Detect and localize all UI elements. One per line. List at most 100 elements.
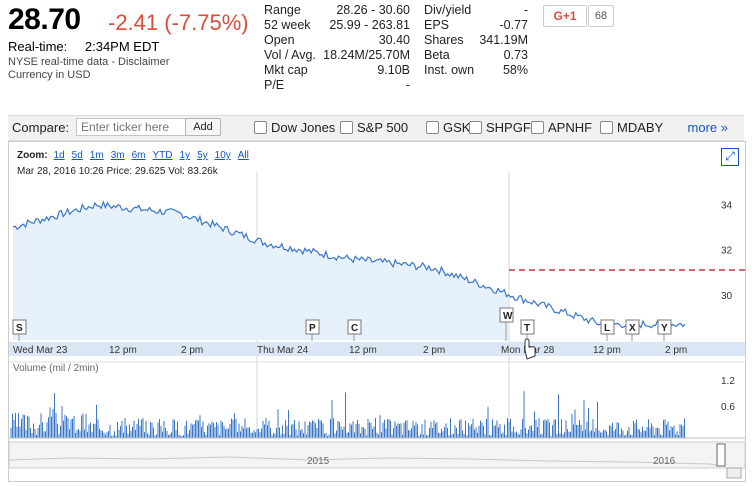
event-flag-letter: P (309, 323, 316, 334)
checkbox-icon[interactable] (254, 121, 267, 134)
volume-tick-label: 1.2 (721, 376, 735, 387)
zoom-option-ytd[interactable]: YTD (152, 150, 173, 161)
stat-key: Mkt cap (264, 63, 308, 77)
stat-key: 52 week (264, 18, 311, 32)
expand-icon[interactable]: ⤢ (721, 148, 739, 166)
stat-value: - (405, 78, 410, 92)
event-flag-letter: C (351, 323, 358, 334)
stat-value: 25.99 - 263.81 (329, 18, 410, 32)
event-flag-letter: Y (661, 323, 668, 334)
stat-value: 30.40 (378, 33, 410, 47)
event-flag-t[interactable] (520, 319, 535, 335)
zoom-option-6m[interactable]: 6m (131, 150, 146, 161)
x-axis-band (9, 342, 745, 356)
stat-row: Open 30.40 (264, 33, 410, 47)
zoom-option-5d[interactable]: 5d (71, 150, 83, 161)
volume-label: Volume (mil / 2min) (13, 363, 99, 374)
overview-handle[interactable] (716, 443, 726, 467)
stats-column-1: Range 28.26 - 30.60 52 week 25.99 - 263.81 O… (264, 3, 410, 93)
overview-line (9, 456, 726, 467)
checkbox-icon[interactable] (531, 121, 544, 134)
x-tick-label: 12 pm (593, 345, 621, 356)
y-tick-label: 32 (721, 246, 733, 257)
more-link[interactable]: more » (687, 120, 728, 135)
stat-row: 52 week 25.99 - 263.81 (264, 18, 410, 32)
source-note[interactable]: NYSE real-time data - Disclaimer (8, 56, 170, 68)
zoom-label: Zoom: (17, 150, 48, 161)
stat-key: Inst. own (424, 63, 475, 77)
checkbox-icon[interactable] (426, 121, 439, 134)
event-flag-letter: L (604, 323, 610, 334)
compare-ticker-apnhf[interactable]: APNHF (531, 120, 592, 135)
stat-value: -0.77 (499, 18, 529, 32)
compare-ticker-dow-jones[interactable]: Dow Jones (254, 120, 335, 135)
ticker-input[interactable] (76, 118, 186, 136)
overview-label: 2015 (307, 456, 330, 467)
price-change: -2.41 (-7.75%) (108, 10, 249, 35)
zoom-row: Zoom: 1d 5d 1m 3m 6m YTD 1y 5y 10y All (17, 150, 256, 161)
ticker-label: APNHF (548, 120, 593, 135)
checkbox-icon[interactable] (600, 121, 613, 134)
zoom-option-10y[interactable]: 10y (214, 150, 231, 161)
event-flag-w[interactable] (499, 307, 514, 323)
stat-value: 0.73 (503, 48, 528, 62)
ticker-label: GSK (443, 120, 471, 135)
stat-value: 341.19M (479, 33, 528, 47)
compare-bar: Compare: Add Dow Jones S&P 500 GSK SHPGF APN… (8, 115, 744, 141)
compare-label: Compare: (12, 120, 70, 135)
stat-row: Shares 341.19M (424, 33, 528, 47)
event-flag-p[interactable] (305, 319, 320, 335)
event-flag-c[interactable] (347, 319, 362, 335)
scroll-right-button[interactable] (726, 467, 742, 479)
zoom-option-1y[interactable]: 1y (179, 150, 191, 161)
ticker-label: Dow Jones (271, 120, 336, 135)
hand-cursor-icon (524, 338, 536, 360)
zoom-option-3m[interactable]: 3m (110, 150, 125, 161)
stat-row: EPS -0.77 (424, 18, 528, 32)
y-tick-label: 30 (721, 291, 733, 302)
google-plus-button[interactable]: G+1 (543, 5, 587, 27)
volume-tick-label: 0.6 (721, 402, 735, 413)
event-flag-letter: X (629, 323, 636, 334)
stat-value: - (523, 3, 528, 17)
stat-row: Range 28.26 - 30.60 (264, 3, 410, 17)
event-flag-s[interactable] (12, 319, 27, 335)
chart-svg[interactable]: 34 32 30 Wed Mar 23 12 pm 2 pm Thu Mar 24 12 pm… (9, 142, 745, 481)
stat-value: 58% (502, 63, 528, 77)
compare-ticker-s-p-500[interactable]: S&P 500 (340, 120, 408, 135)
y-tick-label: 34 (721, 201, 733, 212)
compare-ticker-gsk[interactable]: GSK (426, 120, 470, 135)
hover-info: Mar 28, 2016 10:26 Price: 29.625 Vol: 83… (17, 166, 218, 177)
stat-value: 9.10B (377, 63, 410, 77)
stat-value: 18.24M/25.70M (323, 48, 410, 62)
checkbox-icon[interactable] (469, 121, 482, 134)
x-tick-label: 2 pm (665, 345, 687, 356)
google-plus-count: 68 (588, 5, 614, 27)
stat-key: Open (264, 33, 295, 47)
x-tick-label: Thu Mar 24 (257, 345, 309, 356)
compare-ticker-shpgf[interactable]: SHPGF (469, 120, 531, 135)
checkbox-icon[interactable] (340, 121, 353, 134)
event-flag-l[interactable] (600, 319, 615, 335)
add-button[interactable]: Add (185, 118, 221, 136)
stats-column-2: Div/yield - EPS -0.77 Shares 341.19M Beta 0.73 I… (424, 3, 528, 79)
x-tick-label: 12 pm (109, 345, 137, 356)
event-flag-y[interactable] (657, 319, 672, 335)
zoom-option-1d[interactable]: 1d (53, 150, 65, 161)
zoom-option-all[interactable]: All (237, 150, 249, 161)
currency-note: Currency in USD (8, 69, 91, 81)
stat-row: P/E - (264, 78, 410, 92)
zoom-option-1m[interactable]: 1m (89, 150, 104, 161)
overview-label: 2016 (653, 456, 676, 467)
overview-navigator[interactable] (9, 441, 745, 469)
price-area-fill (13, 201, 509, 340)
event-flag-x[interactable] (625, 319, 640, 335)
x-tick-label: 2 pm (423, 345, 445, 356)
zoom-option-5y[interactable]: 5y (197, 150, 208, 161)
stat-key: EPS (424, 18, 450, 32)
stat-row: Vol / Avg. 18.24M/25.70M (264, 48, 410, 62)
price-series-line[interactable] (12, 200, 686, 329)
compare-ticker-mdaby[interactable]: MDABY (600, 120, 663, 135)
realtime-label: Real-time: (8, 39, 68, 54)
stat-key: Vol / Avg. (264, 48, 316, 62)
